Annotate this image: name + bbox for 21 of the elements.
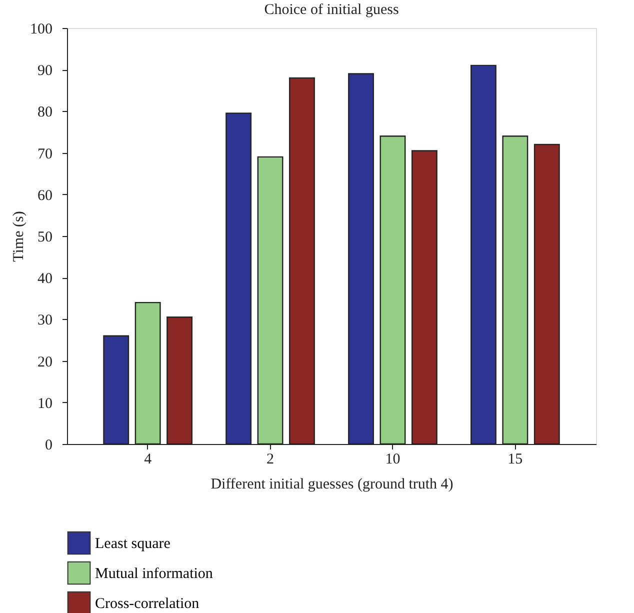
x-tick-label: 10 bbox=[385, 452, 400, 468]
legend-label: Least square bbox=[95, 536, 171, 552]
y-tick-label: 80 bbox=[38, 104, 52, 121]
x-tick-label: 4 bbox=[144, 452, 152, 468]
y-tick-label: 100 bbox=[30, 22, 52, 38]
y-tick-label: 20 bbox=[38, 354, 52, 370]
y-tick-label: 30 bbox=[38, 312, 52, 329]
y-tick-label: 70 bbox=[38, 146, 52, 162]
y-tick-label: 0 bbox=[45, 438, 52, 454]
y-tick-label: 90 bbox=[38, 63, 52, 80]
x-tick-label: 15 bbox=[508, 452, 523, 468]
x-axis-title: Different initial guesses (ground truth 4) bbox=[210, 476, 454, 492]
y-tick-label: 50 bbox=[38, 230, 52, 246]
y-axis-title: Time (s) bbox=[11, 211, 27, 262]
y-tick-label: 10 bbox=[38, 396, 52, 412]
x-tick-label: 2 bbox=[266, 452, 274, 468]
legend-label: Cross-correlation bbox=[95, 596, 200, 612]
y-tick-label: 60 bbox=[38, 188, 52, 204]
chart-title: Choice of initial guess bbox=[264, 2, 399, 18]
y-tick-label: 40 bbox=[38, 271, 52, 288]
legend-label: Mutual information bbox=[95, 566, 214, 582]
